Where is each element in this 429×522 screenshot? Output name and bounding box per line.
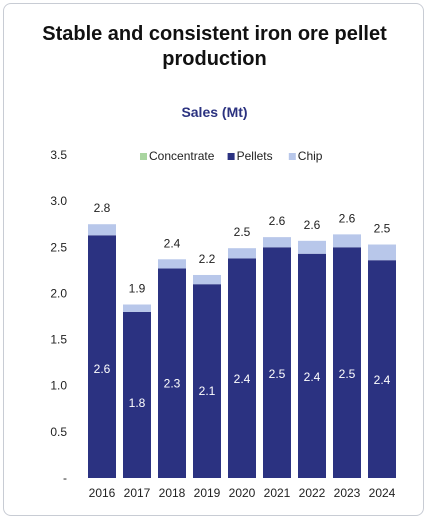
- bar-pellets: [228, 258, 256, 478]
- bar-data-label: 2.5: [339, 367, 356, 381]
- x-tick-label: 2024: [369, 486, 396, 500]
- bar-pellets: [333, 247, 361, 478]
- bar-pellets: [193, 284, 221, 478]
- bar-chip: [333, 234, 361, 248]
- page-title: Stable and consistent iron ore pellet pr…: [42, 23, 387, 70]
- bar-total-label: 2.6: [339, 211, 356, 225]
- bar-data-label: 2.6: [94, 362, 111, 376]
- y-tick-label: 3.5: [50, 148, 67, 162]
- bar-data-label: 1.8: [129, 396, 146, 410]
- legend-swatch: [227, 153, 235, 160]
- bar-chip: [263, 237, 291, 248]
- bar-total-label: 2.8: [94, 201, 111, 215]
- bar-total-label: 2.5: [234, 225, 251, 239]
- bar-total-label: 2.2: [199, 252, 216, 266]
- bar-pellets: [158, 268, 186, 478]
- bar-total-label: 2.4: [164, 236, 181, 250]
- x-tick-label: 2017: [124, 486, 151, 500]
- bar-total-label: 2.6: [304, 218, 321, 232]
- bar-total-label: 2.6: [269, 214, 286, 228]
- x-tick-label: 2023: [334, 486, 361, 500]
- bar-total-label: 2.5: [374, 222, 391, 236]
- legend-label: Pellets: [237, 149, 273, 163]
- bar-data-label: 2.1: [199, 384, 216, 398]
- x-tick-label: 2021: [264, 486, 291, 500]
- legend-label: Chip: [298, 149, 323, 163]
- bar-data-label: 2.4: [374, 373, 391, 387]
- bar-data-label: 2.5: [269, 367, 286, 381]
- bar-chip: [298, 240, 326, 254]
- bar-pellets: [123, 311, 151, 478]
- bar-data-label: 2.4: [304, 370, 321, 384]
- chart-title: Sales (Mt): [181, 104, 248, 120]
- bar-data-label: 2.3: [164, 377, 181, 391]
- y-tick-label: 1.5: [50, 333, 67, 347]
- bar-chip: [88, 224, 116, 236]
- bar-chip: [228, 248, 256, 259]
- legend-swatch: [288, 153, 296, 160]
- x-tick-label: 2019: [194, 486, 221, 500]
- y-tick-label: 2.0: [50, 286, 67, 300]
- y-tick-label: -: [63, 471, 67, 485]
- bar-chip: [158, 259, 186, 269]
- bar-pellets: [298, 253, 326, 478]
- bar-chip: [123, 304, 151, 312]
- bar-pellets: [88, 235, 116, 478]
- x-tick-label: 2020: [229, 486, 256, 500]
- x-tick-label: 2016: [89, 486, 116, 500]
- x-tick-label: 2022: [299, 486, 326, 500]
- y-tick-label: 1.0: [50, 379, 67, 393]
- y-tick-label: 0.5: [50, 425, 67, 439]
- y-tick-label: 2.5: [50, 240, 67, 254]
- bar-pellets: [368, 260, 396, 478]
- y-tick-label: 3.0: [50, 194, 67, 208]
- bar-pellets: [263, 247, 291, 478]
- bar-total-label: 1.9: [129, 282, 146, 296]
- legend-swatch: [140, 153, 147, 160]
- bar-chip: [368, 244, 396, 261]
- bar-chip: [193, 274, 221, 285]
- bar-data-label: 2.4: [234, 372, 251, 386]
- x-tick-label: 2018: [159, 486, 186, 500]
- legend-label: Concentrate: [149, 149, 215, 163]
